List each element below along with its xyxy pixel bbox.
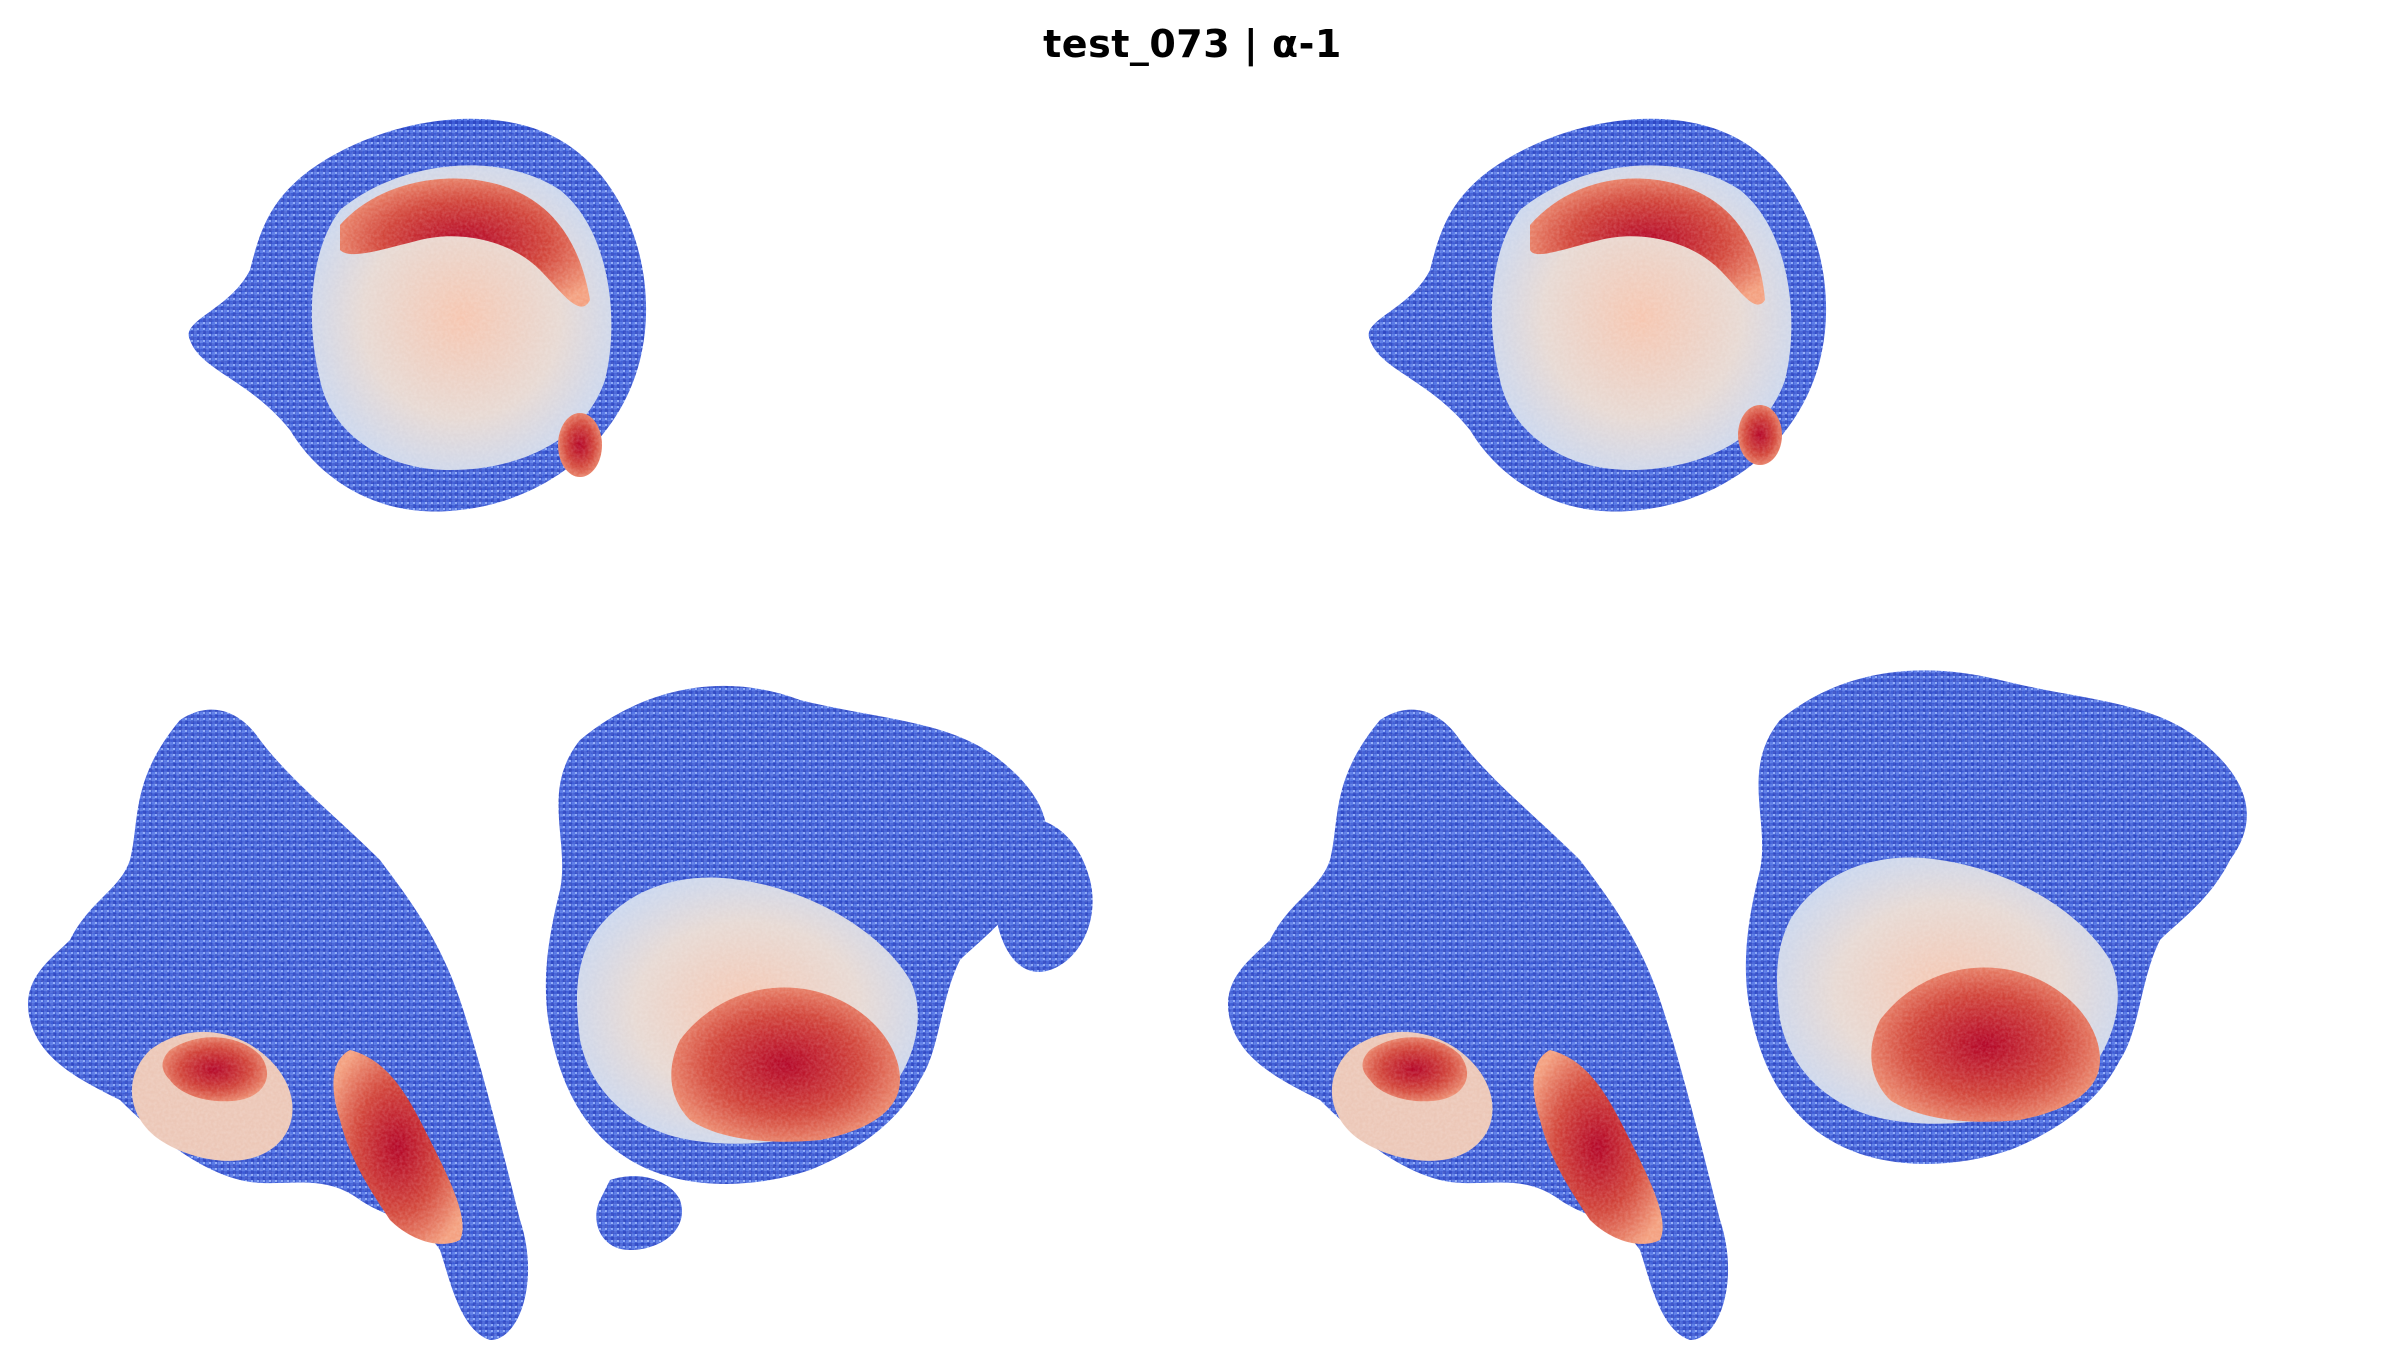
- left-panel: [20, 100, 1180, 1360]
- right-panel: [1200, 100, 2360, 1360]
- bottom-left-section-right: [1220, 700, 1740, 1350]
- bottom-right-section: [540, 660, 1100, 1260]
- top-section-right: [1368, 118, 1850, 530]
- bottom-left-section: [20, 700, 540, 1350]
- top-section: [188, 118, 670, 530]
- right-tissue-map: [1220, 118, 2320, 1350]
- bottom-right-section-right: [1740, 660, 2320, 1240]
- figure-title: test_073 | α-1: [1043, 22, 1342, 66]
- left-tissue-map: [20, 118, 1100, 1350]
